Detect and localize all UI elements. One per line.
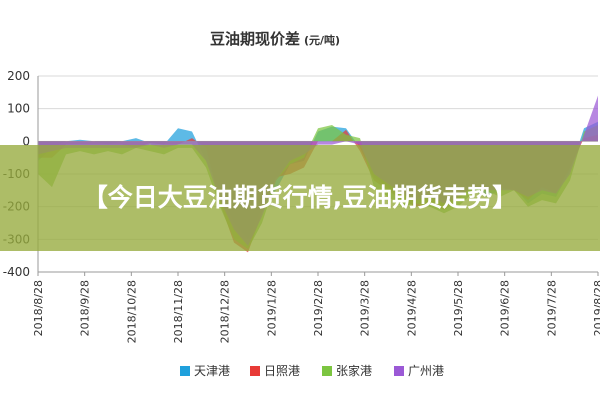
x-tick-label: 2019/4/28 — [405, 280, 418, 336]
x-tick-label: 2019/3/28 — [359, 280, 372, 336]
x-tick-label: 2019/2/28 — [312, 280, 325, 336]
y-tick-label: 200 — [7, 69, 30, 83]
x-tick-label: 2019/5/28 — [452, 280, 465, 336]
legend-swatch — [394, 366, 404, 376]
chart-title-unit: (元/吨) — [304, 33, 340, 47]
x-tick-label: 2018/12/28 — [219, 280, 232, 343]
y-tick-label: -400 — [3, 265, 30, 279]
legend-label: 天津港 — [194, 364, 230, 378]
overlay-headline: 【今日大豆油期货行情,豆油期货走势】 — [82, 183, 518, 212]
x-tick-label: 2019/8/28 — [592, 280, 600, 336]
y-tick-label: 0 — [22, 134, 30, 148]
x-tick-label: 2018/8/28 — [32, 280, 45, 336]
x-tick-label: 2019/6/28 — [499, 280, 512, 336]
chart-title-text: 豆油期现价差 — [210, 30, 300, 48]
x-tick-label: 2019/7/28 — [545, 280, 558, 336]
legend-swatch — [322, 366, 332, 376]
x-axis-ticks: 2018/8/28 2018/9/28 2018/10/28 2018/11/28 20… — [32, 272, 600, 343]
chart-title: 豆油期现价差 (元/吨) — [210, 30, 340, 48]
legend: 天津港 日照港 张家港 广州港 — [180, 363, 444, 378]
x-tick-label: 2018/9/28 — [79, 280, 92, 336]
overlay-banner: 【今日大豆油期货行情,豆油期货走势】 — [0, 145, 600, 251]
legend-label: 广州港 — [408, 364, 444, 378]
x-tick-label: 2018/11/28 — [172, 280, 185, 343]
legend-swatch — [250, 366, 260, 376]
y-tick-label: 100 — [7, 102, 30, 116]
legend-label: 日照港 — [264, 364, 300, 378]
x-tick-label: 2019/1/28 — [265, 280, 278, 336]
x-tick-label: 2018/10/28 — [125, 280, 138, 343]
legend-label: 张家港 — [336, 363, 372, 378]
legend-swatch — [180, 366, 190, 376]
